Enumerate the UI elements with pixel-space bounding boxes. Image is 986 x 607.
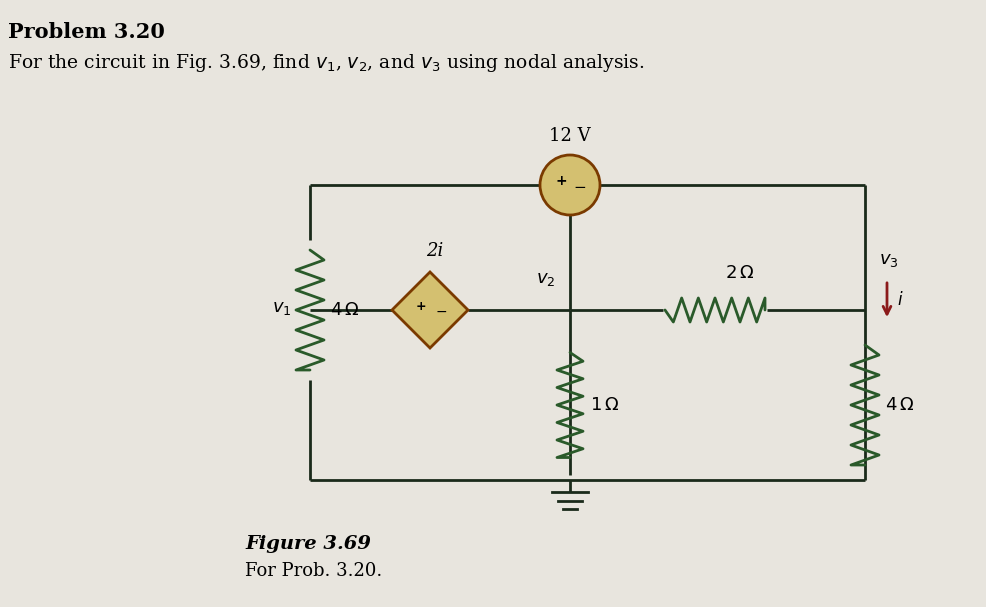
Circle shape (540, 155, 600, 215)
Polygon shape (392, 272, 468, 348)
Text: 2i: 2i (426, 242, 444, 260)
Text: Problem 3.20: Problem 3.20 (8, 22, 165, 42)
Text: $v_3$: $v_3$ (879, 251, 898, 269)
Text: +: + (555, 174, 567, 188)
Text: $1\,\Omega$: $1\,\Omega$ (590, 396, 619, 414)
Text: −: − (574, 180, 587, 194)
Text: +: + (416, 300, 426, 313)
Text: For the circuit in Fig. 3.69, find $v_1$, $v_2$, and $v_3$ using nodal analysis.: For the circuit in Fig. 3.69, find $v_1$… (8, 52, 645, 74)
Text: −: − (435, 305, 447, 319)
Text: $i$: $i$ (897, 291, 903, 309)
Text: Figure 3.69: Figure 3.69 (245, 535, 371, 553)
Text: 12 V: 12 V (549, 127, 591, 145)
Text: $4\,\Omega$: $4\,\Omega$ (885, 396, 914, 414)
Text: $v_1$: $v_1$ (272, 299, 292, 317)
Text: $4\,\Omega$: $4\,\Omega$ (330, 301, 359, 319)
Text: For Prob. 3.20.: For Prob. 3.20. (245, 562, 383, 580)
Text: $2\,\Omega$: $2\,\Omega$ (725, 264, 754, 282)
Text: $v_2$: $v_2$ (535, 270, 555, 288)
